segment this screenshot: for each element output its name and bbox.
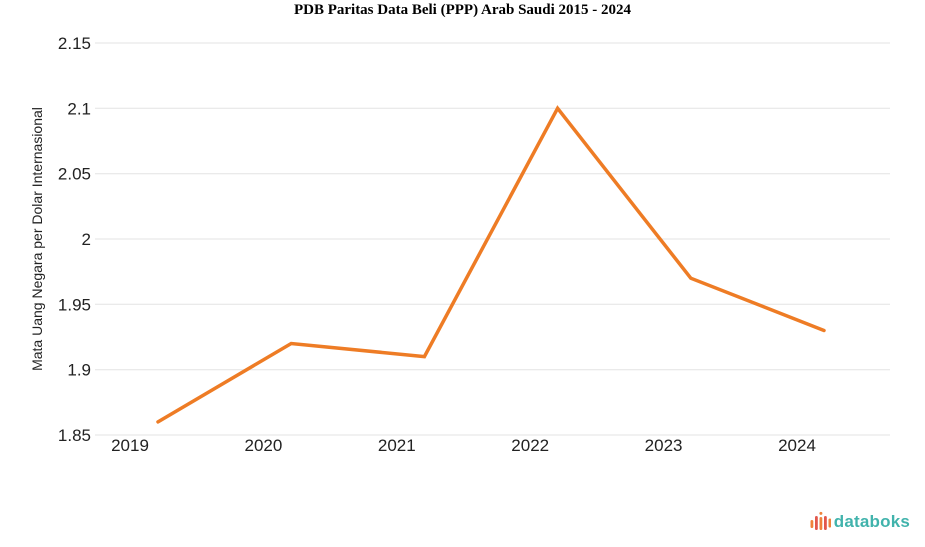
chart-title: PDB Paritas Data Beli (PPP) Arab Saudi 2…	[293, 2, 632, 18]
x-tick-label: 2023	[645, 436, 683, 455]
logo-bar	[828, 518, 831, 528]
databoks-logo: databoks	[810, 510, 910, 534]
y-tick-label: 1.85	[58, 426, 91, 445]
series-line	[156, 105, 826, 424]
logo-dot	[819, 511, 823, 515]
y-tick-label: 1.9	[67, 361, 91, 380]
y-tick-label: 2.05	[58, 165, 91, 184]
logo-bar	[810, 520, 814, 528]
logo-bar	[823, 516, 827, 530]
databoks-wordmark: databoks	[833, 512, 910, 531]
x-tick-label: 2019	[111, 436, 149, 455]
y-tick-label: 2.15	[58, 34, 91, 53]
y-tick-label: 1.95	[58, 295, 91, 314]
x-tick-label: 2024	[778, 436, 816, 455]
logo-bar	[819, 517, 823, 530]
y-tick-label: 2	[82, 230, 91, 249]
logo-bar	[814, 516, 818, 530]
x-tick-label: 2021	[378, 436, 416, 455]
databoks-icon	[810, 511, 831, 530]
x-tick-label: 2022	[511, 436, 549, 455]
x-tick-label: 2020	[244, 436, 282, 455]
y-tick-label: 2.1	[67, 99, 91, 118]
